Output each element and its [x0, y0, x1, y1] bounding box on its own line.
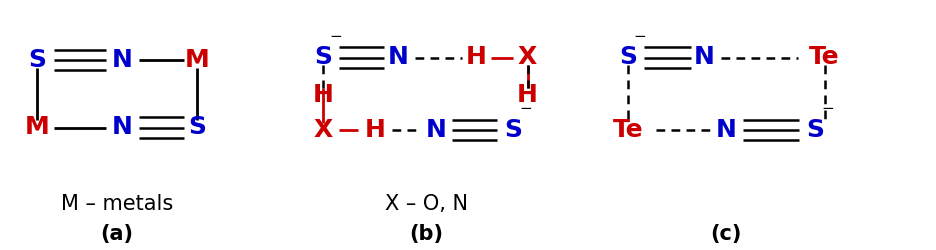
- Text: M – metals: M – metals: [61, 194, 173, 214]
- Text: H: H: [364, 118, 385, 142]
- Text: H: H: [313, 83, 333, 107]
- Text: (b): (b): [409, 224, 443, 244]
- Text: N: N: [111, 48, 132, 72]
- Text: N: N: [425, 118, 446, 142]
- Text: −: −: [519, 101, 532, 116]
- Text: S: S: [618, 46, 636, 70]
- Text: M: M: [184, 48, 209, 72]
- Text: −: −: [633, 29, 646, 44]
- Text: S: S: [187, 116, 206, 140]
- Text: N: N: [715, 118, 736, 142]
- Text: S: S: [314, 46, 332, 70]
- Text: (a): (a): [100, 224, 134, 244]
- Text: N: N: [388, 46, 408, 70]
- Text: −: −: [820, 101, 833, 116]
- Text: X: X: [314, 118, 332, 142]
- Text: H: H: [517, 83, 537, 107]
- Text: (c): (c): [709, 224, 741, 244]
- Text: −: −: [329, 29, 342, 44]
- Text: Te: Te: [809, 46, 839, 70]
- Text: N: N: [694, 46, 714, 70]
- Text: S: S: [504, 118, 522, 142]
- Text: X – O, N: X – O, N: [385, 194, 467, 214]
- Text: M: M: [25, 116, 50, 140]
- Text: Te: Te: [612, 118, 642, 142]
- Text: S: S: [28, 48, 47, 72]
- Text: N: N: [111, 116, 132, 140]
- Text: H: H: [465, 46, 486, 70]
- Text: X: X: [518, 46, 536, 70]
- Text: S: S: [805, 118, 824, 142]
